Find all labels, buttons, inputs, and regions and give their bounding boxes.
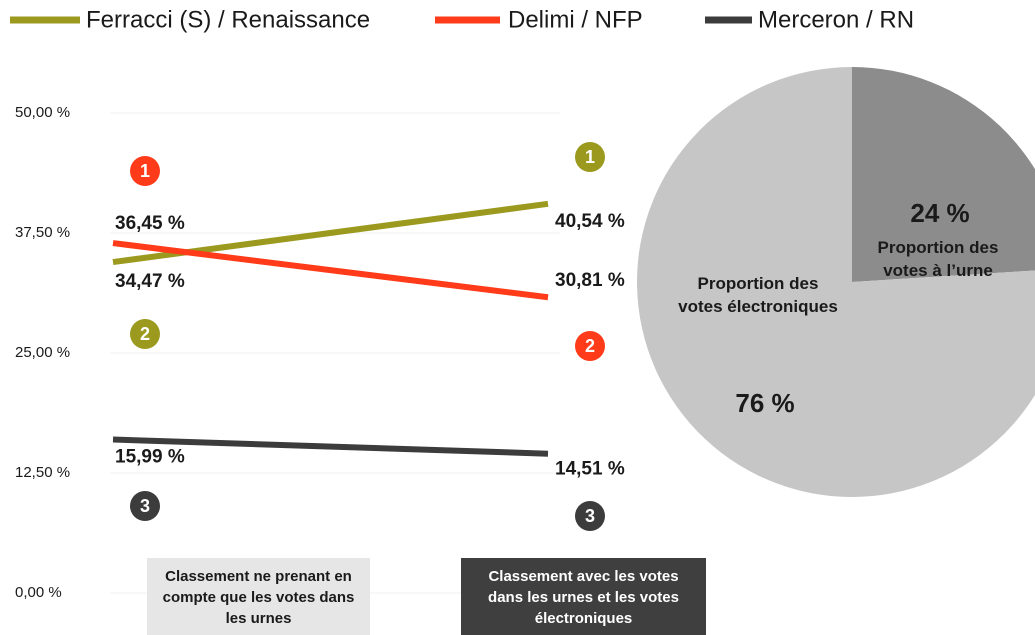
legend-label: Delimi / NFP xyxy=(508,6,643,33)
rank-label: 1 xyxy=(585,147,595,167)
rank-badge xyxy=(575,331,605,361)
data-label: 36,45 % xyxy=(115,213,185,234)
y-tick-label: 12,50 % xyxy=(15,464,70,481)
data-label: 40,54 % xyxy=(555,211,625,232)
y-tick-label: 50,00 % xyxy=(15,104,70,121)
rank-badge xyxy=(575,501,605,531)
rank-label: 3 xyxy=(585,506,595,526)
rank-badge xyxy=(130,319,160,349)
series-line xyxy=(112,436,549,457)
rank-badge xyxy=(130,491,160,521)
pie-value-label: 76 % xyxy=(735,388,794,418)
y-tick-label: 37,50 % xyxy=(15,224,70,241)
rank-badge xyxy=(575,142,605,172)
rank-label: 1 xyxy=(140,161,150,181)
data-label: 34,47 % xyxy=(115,271,185,292)
y-tick-label: 0,00 % xyxy=(15,584,62,601)
y-tick-label: 25,00 % xyxy=(15,344,70,361)
rank-badge xyxy=(130,156,160,186)
pie-slice xyxy=(852,67,1035,282)
rank-label: 2 xyxy=(585,336,595,356)
data-label: 14,51 % xyxy=(555,459,625,480)
legend-label: Merceron / RN xyxy=(758,6,914,33)
data-label: 15,99 % xyxy=(115,447,185,468)
pie-category-label: Proportion des votes à l’urne xyxy=(877,238,999,280)
data-label: 30,81 % xyxy=(555,270,625,291)
legend-label: Ferracci (S) / Renaissance xyxy=(86,6,370,33)
pie-category-label: Proportion des votes électroniques xyxy=(678,274,838,316)
category-box: Classement avec les votes dans les urnes… xyxy=(461,558,706,635)
rank-label: 2 xyxy=(140,324,150,344)
pie-slice xyxy=(637,67,1035,497)
series-line xyxy=(112,240,549,301)
pie-value-label: 24 % xyxy=(910,198,969,228)
category-box: Classement ne prenant en compte que les … xyxy=(147,558,370,635)
rank-label: 3 xyxy=(140,496,150,516)
